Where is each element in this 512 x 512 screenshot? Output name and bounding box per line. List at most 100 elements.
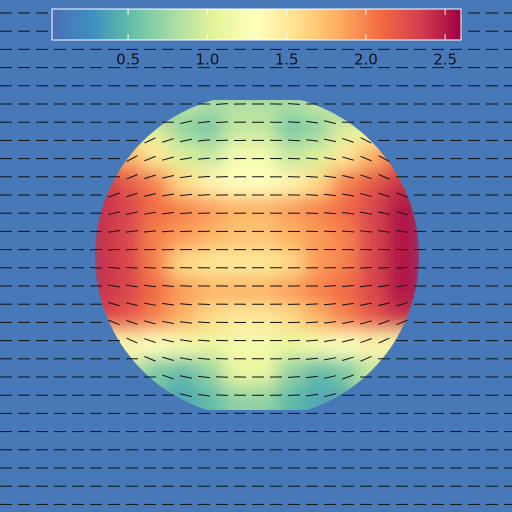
director (179, 193, 193, 197)
director (323, 175, 337, 179)
director (125, 266, 139, 269)
director (359, 267, 373, 269)
director (144, 338, 156, 344)
director (197, 393, 211, 397)
director (341, 284, 355, 288)
director (180, 138, 192, 143)
director (162, 156, 174, 161)
director (359, 230, 373, 233)
director (360, 193, 372, 197)
director (305, 303, 319, 305)
director (126, 337, 138, 344)
director-lines (0, 12, 512, 505)
director (180, 120, 192, 125)
director (360, 320, 372, 325)
director (305, 175, 319, 178)
director (179, 157, 193, 161)
director (305, 120, 319, 124)
director (342, 338, 354, 343)
director (144, 356, 156, 362)
director (341, 211, 355, 215)
director (143, 230, 157, 233)
director (378, 319, 390, 325)
director (305, 212, 319, 214)
director (144, 193, 156, 197)
director (144, 302, 156, 306)
director (179, 230, 193, 233)
director (324, 375, 336, 379)
director (197, 120, 211, 124)
director (305, 357, 319, 360)
director (378, 337, 390, 344)
director (125, 284, 139, 288)
director (359, 284, 373, 288)
director (287, 157, 301, 160)
director (162, 320, 174, 324)
director (215, 139, 229, 142)
director (180, 375, 192, 379)
director (162, 138, 174, 143)
director (342, 174, 354, 179)
director (180, 357, 192, 361)
director (360, 155, 372, 162)
director (179, 339, 193, 342)
director (126, 211, 138, 215)
director (125, 230, 139, 233)
director (378, 155, 390, 162)
director (144, 174, 156, 180)
director (180, 393, 192, 398)
colorbar: 0.5 1.0 1.5 2.0 2.5 (51, 8, 462, 69)
director (287, 394, 301, 397)
director (179, 285, 193, 287)
director (378, 211, 390, 215)
director (360, 302, 372, 306)
director (197, 139, 211, 142)
director (107, 230, 121, 233)
director (126, 155, 138, 162)
director (161, 230, 175, 233)
director (161, 285, 175, 287)
director (143, 284, 157, 288)
director (342, 137, 354, 143)
director (360, 137, 372, 144)
director (287, 121, 301, 124)
colorbar-tick-label: 0.5 (116, 51, 140, 69)
director (396, 192, 408, 198)
director (161, 302, 175, 306)
director (377, 266, 391, 269)
director (378, 192, 390, 198)
director (323, 212, 337, 215)
director (396, 302, 408, 307)
director (324, 357, 336, 361)
director (396, 211, 408, 216)
director (108, 211, 120, 216)
director (323, 321, 337, 324)
director (341, 230, 355, 233)
director (305, 321, 319, 324)
director (108, 319, 120, 326)
director (378, 173, 390, 180)
director (324, 120, 336, 125)
director (197, 194, 211, 196)
director (305, 194, 319, 196)
director (287, 358, 301, 360)
director (342, 374, 354, 380)
director (197, 157, 211, 160)
director (89, 266, 103, 269)
director (360, 211, 372, 215)
director (126, 174, 138, 180)
director (305, 339, 319, 342)
director (197, 175, 211, 178)
director (323, 193, 337, 197)
director (162, 175, 174, 179)
director (215, 121, 229, 124)
director (395, 266, 409, 269)
colorbar-gradient (51, 8, 462, 41)
director (197, 339, 211, 342)
director (395, 230, 409, 233)
director (323, 303, 337, 306)
director (179, 303, 193, 306)
director (396, 284, 408, 288)
